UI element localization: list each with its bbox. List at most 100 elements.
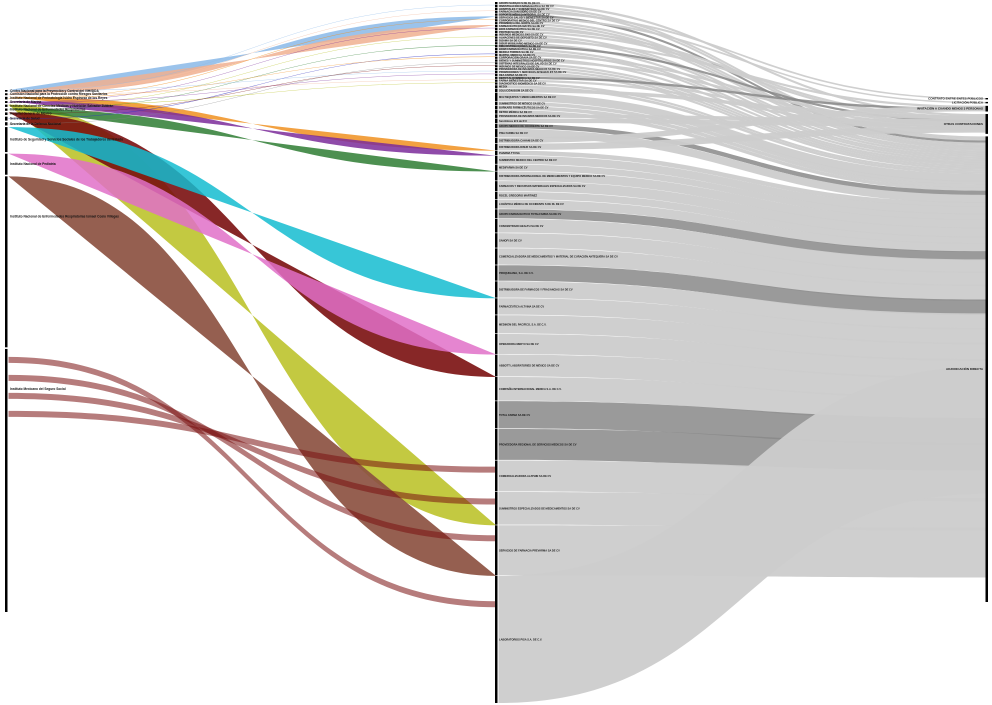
right-flows [498,2,986,703]
supplier-node-bar [495,47,498,51]
flow-right [498,16,986,104]
flow-right [498,281,986,330]
flow-right [498,30,986,121]
source-node-label: Instituto Nacional de Pediatría [10,162,56,166]
source-node-bar [5,108,8,111]
flow-left-thin [8,65,496,115]
flow-right [498,101,986,185]
procedure-node-bar [985,101,988,104]
source-node-label: Hospital General de México [10,112,52,116]
supplier-node-label: PROMEDICA DEL NORTE SA DE CV [499,21,544,25]
supplier-node-label: GRUPO MEDICO DE OCCIDENTE SA DE CV [499,124,553,128]
supplier-node-label: FARMACIA SAN ISIDRO SA DE CV [499,10,542,14]
supplier-node-bar [495,281,498,298]
supplier-node-bar [495,56,498,59]
source-node-label: Instituto Mexicano del Seguro Social [10,387,66,391]
flow-left [8,153,496,355]
procedure-node-label: INVITACIÓN A CUANDO MENOS 3 PERSONAS [917,106,983,111]
supplier-node-label: SERVICIOS DE FARMACIA PREVARMA SA DE CV [499,548,560,552]
flow-left-thin [8,70,496,92]
flow-right [498,181,986,238]
nodes [5,2,988,703]
supplier-node-label: PROVEEDORA DE INSUMOS MEDICOS SA DE CV [499,114,560,118]
supplier-node-label: PROTEIN SA DE CV [499,30,524,34]
supplier-node-label: PROVEEDORA DE INSUMOS MEDICOS SA DE CV [499,67,560,71]
flow-left [8,104,496,526]
supplier-node-bar [495,123,498,129]
flow-right [498,354,986,399]
flow-left-thin [8,56,496,99]
flow-left [8,176,496,576]
supplier-node-label: ABBOTT LABORATORIES DE MÉXICO SA DE CV [499,362,559,367]
supplier-node-label: SOLUCIÓN BIOM SA DE CV [499,87,533,92]
source-node-bar [5,153,8,175]
supplier-node-bar [495,42,498,45]
supplier-node-bar [495,76,498,79]
flow-left [8,108,496,172]
flow-right [498,123,986,196]
flow-right [498,150,986,207]
flow-right [498,164,986,220]
supplier-node-bar [495,59,498,62]
supplier-node-bar [495,70,498,74]
flow-right [498,155,986,215]
procedure-node-bar [985,114,988,134]
supplier-node-bar [495,491,498,525]
supplier-node-label: BIOS FARMACÉUTICA SA DE CV [499,26,540,31]
supplier-node-bar [495,88,498,93]
flow-right [498,366,986,703]
procedure-node-label: LICITACIÓN PÚBLICA [952,100,984,105]
supplier-node-bar [495,110,498,114]
flow-right [498,56,986,162]
supplier-node-label: SUMINISTRO MEDICO DEL CENTRO SA DE CV [499,158,557,162]
flow-right [498,19,986,145]
source-node-bar [5,348,8,612]
flow-left-thin [8,62,496,125]
flow-right [498,36,986,153]
supplier-node-bar [495,39,498,42]
flow-right [498,10,986,100]
supplier-node-bar [495,209,498,219]
supplier-node-label: INVESTIGACIÓN FARMACÉUTICA SA DE CV [499,3,554,8]
flow-left-thin [8,73,496,103]
supplier-node-bar [495,30,498,33]
flow-left-overlay [8,410,496,473]
flow-right [498,315,986,361]
supplier-node-label: TOTAL FARMA SA DE CV [499,413,530,417]
supplier-node-label: INSUMOS MEDICOS 2000 SA DE CV [499,33,544,37]
supplier-node-label: SERVICIOS SALUD Y BIENESTAR SA DE CV [499,15,554,19]
supplier-node-bar [495,13,498,16]
supplier-node-bar [495,92,498,101]
source-node-label: Centro Nacional para la Prevención y Con… [10,89,99,93]
supplier-node-label: CONCENTRADO HEALTH SA DE CV [499,224,544,228]
supplier-node-label: PISA FARMA SA DE CV [499,131,528,135]
flow-left-thin [8,53,496,120]
supplier-node-label: SANOFI SA DE CV [499,238,522,242]
flow-right [498,4,986,139]
supplier-node-bar [495,150,498,156]
supplier-node-bar [495,65,498,68]
supplier-node-label: GRUPO SARACO S DE RL DE CV [499,1,540,5]
source-node-label: Instituto Nacional de Enfermedades Respi… [10,214,119,218]
supplier-node-label: FARMACOS Y RECURSOS MATERIALES ESPECIALI… [499,184,586,188]
flow-right [498,171,986,229]
flow-right [498,76,986,111]
supplier-node-label: MEDICA TORRES SA DE CV [499,50,534,54]
supplier-node-label: MEDIFARMA SA DE CV [499,166,528,170]
supplier-node-bar [495,45,498,48]
supplier-node-label: RETRO MÉDICA SA DE CV [499,109,532,114]
supplier-node-bar [495,401,498,429]
procedure-node-label: ADJUDICACIÓN DIRECTA [946,366,984,371]
procedure-node-bar [985,105,988,112]
flow-right [498,88,986,120]
procedure-node-bar [985,136,988,602]
supplier-node-label: PHARMA TYCSA [499,151,520,155]
source-node-label: Instituto de Seguridad y Servicios Socia… [10,138,123,142]
supplier-node-bar [495,24,498,28]
supplier-node-label: INSUMOS DE MEXICO SA DE CV [499,64,540,68]
flow-right [498,233,986,287]
flow-right [498,128,986,204]
supplier-node-bar [495,79,498,82]
supplier-node-label: REA FARMA SA DE CV [499,73,527,77]
source-node-label: Secretaría de Salud [10,117,40,121]
